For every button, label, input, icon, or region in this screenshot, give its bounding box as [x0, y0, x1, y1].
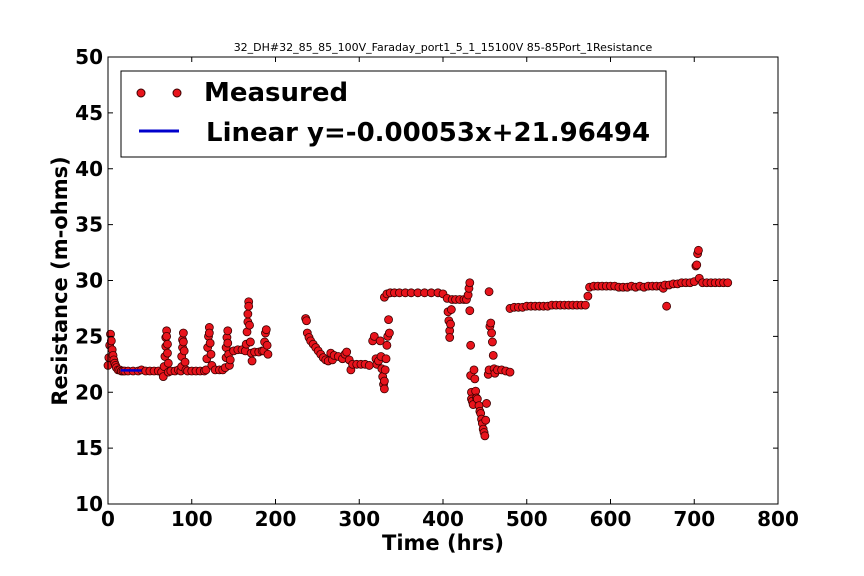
measured-point-196: [488, 337, 497, 347]
measured-point-195: [487, 328, 496, 338]
chart-title: 32_DH#32_85_85_100V_Faraday_port1_5_1_15…: [234, 41, 653, 54]
legend-measured-label: Measured: [204, 78, 348, 108]
x-tick-label-2: 200: [255, 507, 297, 531]
measured-point-86: [245, 337, 255, 347]
measured-point-141: [384, 328, 394, 338]
measured-point-129: [375, 336, 385, 346]
measured-point-33: [163, 348, 172, 358]
measured-point-32: [163, 339, 172, 349]
measured-point-170: [466, 340, 476, 350]
measured-point-88: [247, 356, 257, 366]
measured-point-59: [204, 328, 214, 338]
measured-point-85: [245, 320, 254, 330]
measured-point-54: [201, 365, 211, 375]
measured-point-159: [446, 319, 455, 329]
measured-point-138: [382, 340, 392, 350]
legend-linear-label: Linear y=-0.00053x+21.96494: [206, 118, 650, 148]
measured-point-71: [223, 338, 233, 348]
legend-box: [120, 70, 667, 158]
measured-point-82: [243, 309, 253, 319]
y-tick-label-6: 40: [75, 157, 103, 181]
measured-point-256: [694, 245, 703, 255]
measured-point-203: [505, 367, 515, 377]
y-tick-label-0: 10: [75, 492, 103, 516]
measured-point-264: [723, 278, 733, 288]
legend-measured-marker-1: [136, 88, 146, 98]
measured-point-197: [488, 350, 498, 360]
y-tick-label-1: 15: [75, 436, 103, 460]
x-tick-label-3: 300: [338, 507, 380, 531]
marks-layer: [103, 245, 733, 441]
x-tick-label-7: 700: [673, 507, 715, 531]
measured-point-95: [261, 325, 271, 335]
measured-point-99: [302, 316, 311, 326]
measured-point-135: [379, 376, 389, 386]
x-tick-label-6: 600: [590, 507, 632, 531]
measured-point-34: [163, 358, 173, 368]
measured-point-47: [180, 357, 190, 367]
measured-point-97: [263, 349, 273, 359]
y-tick-label-3: 25: [75, 324, 103, 348]
measured-point-60: [205, 338, 215, 348]
measured-point-45: [178, 337, 188, 347]
measured-point-190: [482, 399, 491, 408]
y-tick-label-8: 50: [75, 45, 103, 69]
measured-point-168: [465, 278, 475, 288]
y-tick-label-7: 45: [75, 101, 103, 125]
measured-point-176: [469, 365, 479, 375]
x-axis-label: Time (hrs): [382, 531, 504, 555]
measured-point-177: [470, 374, 480, 384]
measured-point-189: [481, 415, 491, 425]
measured-point-134: [379, 384, 389, 394]
measured-point-96: [262, 340, 272, 350]
x-tick-label-4: 400: [422, 507, 464, 531]
measured-point-204: [484, 287, 494, 297]
x-tick-label-8: 800: [757, 507, 799, 531]
measured-point-31: [162, 331, 172, 341]
measured-point-160: [446, 305, 456, 314]
measured-point-169: [465, 306, 475, 316]
measured-point-44: [178, 328, 188, 338]
measured-point-140: [384, 315, 393, 325]
measured-point-254: [692, 260, 702, 270]
measured-point-74: [225, 355, 235, 365]
measured-point-46: [179, 346, 189, 356]
legend: Measured Linear y=-0.00053x+21.96494: [120, 70, 667, 158]
measured-point-116: [342, 347, 352, 357]
x-tick-label-0: 0: [101, 507, 115, 531]
legend-measured-marker-2: [172, 88, 182, 98]
x-tick-label-5: 500: [506, 507, 548, 531]
x-tick-label-1: 100: [171, 507, 213, 531]
y-tick-label-5: 35: [75, 213, 103, 237]
measured-point-194: [486, 318, 496, 328]
measured-point-125: [369, 331, 379, 341]
y-tick-label-4: 30: [75, 269, 103, 293]
y-axis-label: Resistance (m-ohms): [48, 156, 72, 405]
measured-point-4: [106, 336, 116, 346]
measured-point-70: [223, 326, 233, 336]
measured-point-136: [380, 365, 390, 375]
measured-point-84: [244, 301, 254, 311]
axis-layer: 0 100 200 300 400 500 600 700 800 10 15 20 25 30 35 40 4…: [75, 45, 799, 531]
measured-point-188: [480, 431, 490, 441]
measured-point-223: [580, 300, 590, 310]
measured-point-224: [583, 291, 593, 301]
measured-point-158: [445, 333, 455, 342]
measured-point-245: [662, 301, 672, 311]
measured-point-137: [381, 354, 391, 364]
measured-point-123: [364, 361, 374, 370]
measured-point-61: [206, 349, 216, 359]
y-tick-label-2: 20: [75, 380, 103, 404]
